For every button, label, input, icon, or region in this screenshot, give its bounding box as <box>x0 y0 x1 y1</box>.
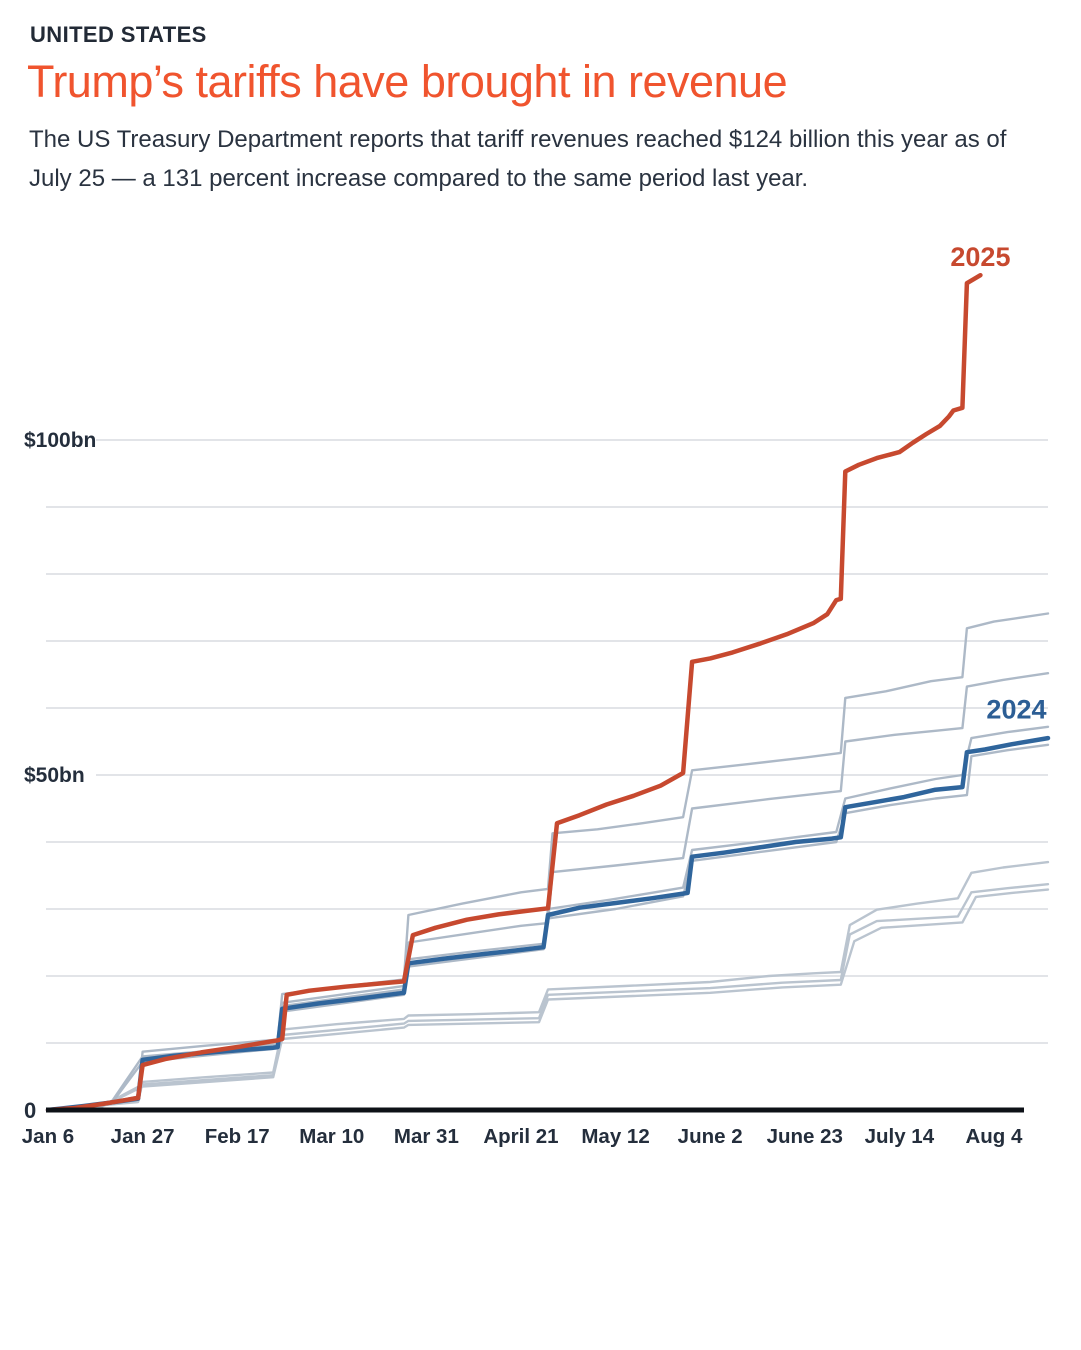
revenue-chart: $100bn $50bn 0 Jan 6 Jan 27 Feb 17 Mar 10 Mar 3… <box>0 230 1081 1160</box>
series-line-prior-year-low-3 <box>46 888 1050 1112</box>
x-axis-label: Jan 27 <box>111 1125 175 1148</box>
kicker: UNITED STATES <box>30 22 207 47</box>
x-axis-label: April 21 <box>483 1125 558 1148</box>
x-axis-line <box>46 1107 1024 1113</box>
x-axis-label: Feb 17 <box>205 1125 270 1148</box>
series-line-prior-year-low-1 <box>46 860 1050 1112</box>
x-axis-label: Mar 10 <box>299 1125 364 1148</box>
series-line-2025 <box>45 272 983 1113</box>
page-title: Trump’s tariffs have brought in revenue <box>27 56 788 107</box>
x-axis-label: June 2 <box>678 1125 743 1148</box>
y-axis-label: $100bn <box>24 429 96 452</box>
x-axis-label: Mar 31 <box>394 1125 459 1148</box>
series-year-label: 2025 <box>950 242 1010 272</box>
footer: CC $ BY NC SA Source: Penn Wharton Budge… <box>0 1230 1081 1350</box>
x-axis-label: Aug 4 <box>965 1125 1023 1148</box>
subtitle: The US Treasury Department reports that … <box>29 126 1007 192</box>
y-axis-label: $50bn <box>24 764 85 787</box>
x-axis-label: July 14 <box>865 1125 935 1148</box>
series-line-prior-year-high-1 <box>46 612 1050 1112</box>
series-line-2024 <box>45 735 1051 1113</box>
x-axis-label: June 23 <box>767 1125 843 1148</box>
series-year-label: 2024 <box>986 694 1046 724</box>
series-line-prior-year-low-2 <box>46 883 1050 1112</box>
x-axis-label: Jan 6 <box>22 1125 74 1148</box>
x-axis-label: May 12 <box>581 1125 649 1148</box>
y-axis-label: 0 <box>24 1098 36 1123</box>
